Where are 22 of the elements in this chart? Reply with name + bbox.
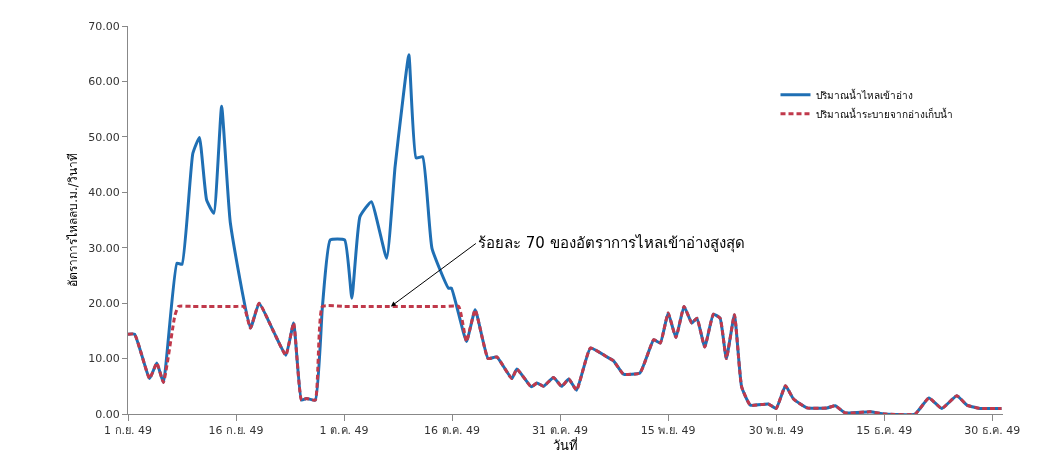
x-tick-label: 1 ต.ค. 49	[319, 424, 369, 438]
y-tick-label: 70.00	[88, 19, 120, 33]
x-tick-label: 1 ก.ย. 49	[104, 424, 152, 438]
annotation: ร้อยละ 70 ของอัตราการไหลเข้าอ่างสูงสุด	[478, 234, 745, 253]
x-tick-label: 30 พ.ย. 49	[748, 424, 804, 438]
y-tick-label: 60.00	[88, 75, 120, 89]
x-tick-label: 15 ธ.ค. 49	[856, 424, 913, 438]
y-tick-label: 40.00	[88, 186, 120, 200]
legend-label: ปริมาณน้ำระบายจากอ่างเก็บน้ำ	[815, 106, 953, 120]
y-tick-label: 10.00	[88, 352, 120, 366]
legend-label: ปริมาณน้ำไหลเข้าอ่าง	[815, 87, 913, 101]
x-tick-label: 31 ต.ค. 49	[532, 424, 589, 438]
x-tick-label: 15 พ.ย. 49	[640, 424, 696, 438]
x-tick-label: 30 ธ.ค. 49	[964, 424, 1021, 438]
y-tick-label: 30.00	[88, 241, 120, 255]
y-tick-label: 20.00	[88, 296, 120, 310]
x-axis-title: วันที่	[553, 437, 578, 454]
y-tick-label: 50.00	[88, 130, 120, 144]
y-axis-title: อัตราการไหลลบ.ม./วินาที	[65, 153, 80, 287]
y-tick-label: 0.00	[95, 407, 120, 421]
x-tick-label: 16 ต.ค. 49	[424, 424, 481, 438]
x-tick-label: 16 ก.ย. 49	[208, 424, 264, 438]
